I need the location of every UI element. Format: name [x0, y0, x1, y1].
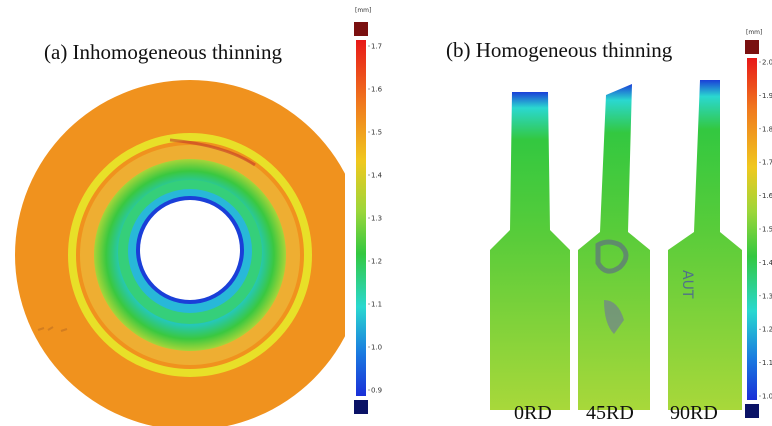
- colorbar-b-gradient: [747, 58, 757, 400]
- colorbar-a-gradient: [356, 40, 366, 396]
- label-90rd: 90RD: [670, 402, 718, 424]
- specimen-90rd: [668, 80, 742, 410]
- colorbar-a-tick-label: 1.4: [371, 172, 383, 180]
- colorbar-b-underflow: [745, 404, 759, 418]
- colorbar-a-overflow: [354, 22, 368, 36]
- colorbar-b-tick-label: 1.4: [762, 259, 772, 267]
- colorbar-a-tick-label: 1.1: [371, 301, 382, 309]
- engraving-marks: [37, 326, 68, 332]
- marking-90rd: AUT: [679, 270, 695, 299]
- colorbar-a-tick-label: 1.0: [371, 344, 382, 352]
- colorbar-b-tick-label: 1.5: [762, 226, 772, 234]
- label-0rd: 0RD: [514, 402, 552, 424]
- panel-divider: [345, 0, 357, 426]
- colorbar-a-tick-label: 1.6: [371, 86, 383, 94]
- marking-45rd-2: [604, 300, 624, 334]
- colorbar-a-tick-label: 0.9: [371, 387, 382, 395]
- colorbar-b-tick-label: 1.0: [762, 393, 772, 401]
- colorbar-b-overflow: [745, 40, 759, 54]
- colorbar-a-tick-label: 1.2: [371, 258, 382, 266]
- colorbar-a-tick-label: 1.7: [371, 43, 382, 51]
- colorbar-a-tick-label: 1.3: [371, 215, 382, 223]
- center-hole: [140, 200, 240, 300]
- yellow-ring: [68, 133, 312, 377]
- panel-b-title: (b) Homogeneous thinning: [446, 38, 673, 62]
- colorbar-a-unit: [mm]: [355, 7, 371, 14]
- colorbar-b-unit: [mm]: [746, 29, 762, 36]
- colorbar-a-tick-label: 1.5: [371, 129, 382, 137]
- crack-mark: [169, 138, 256, 167]
- colorbar-b-tick-label: 1.6: [762, 192, 772, 200]
- panel-a-title: (a) Inhomogeneous thinning: [44, 40, 282, 64]
- colorbar-a-underflow: [354, 400, 368, 414]
- colorbar-b-tick-label: 1.7: [762, 159, 772, 167]
- colorbar-b-tick-label: 1.2: [762, 326, 772, 334]
- colorbar-b-tick-label: 2.0: [762, 59, 772, 67]
- colorbar-b-tick-label: 1.8: [762, 125, 772, 133]
- colorbar-b-tick-label: 1.1: [762, 359, 772, 367]
- marking-45rd: [595, 239, 629, 274]
- colorbar-b-tick-label: 1.9: [762, 92, 772, 100]
- specimen-0rd: [490, 92, 570, 410]
- specimen-45rd: [578, 84, 650, 410]
- label-45rd: 45RD: [586, 402, 634, 424]
- colorbar-b-tick-label: 1.3: [762, 292, 772, 300]
